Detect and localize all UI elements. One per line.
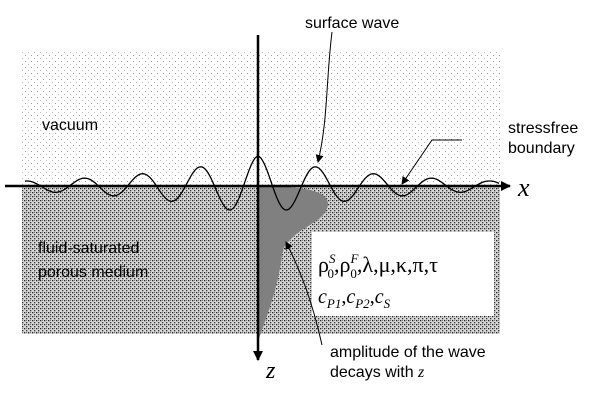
symbol: c [318,286,327,308]
z-axis-label: z [265,358,276,384]
symbol: ρ [339,252,350,277]
velocity-line: cP1,cP2,cS [318,286,391,311]
symbol: λ [362,252,373,277]
separator: , [424,252,430,277]
symbol: τ [429,252,438,277]
amplitude-pointer [285,241,323,346]
amplitude-label: decays with [330,364,414,381]
subscript: P2 [354,296,370,311]
separator: , [407,252,413,277]
medium-label: fluid-saturated [38,240,139,257]
subscript: P1 [326,296,341,311]
boundary-label: stressfree [508,120,578,137]
x-axis-label: x [517,173,530,202]
vacuum-label: vacuum [42,117,98,134]
subscript: 0 [350,266,357,281]
boundary-pointer [401,139,462,185]
amplitude-variable: z [417,364,425,381]
separator: , [370,286,375,308]
parameter-box [312,232,494,316]
symbol: c [346,286,355,308]
amplitude-profile [258,186,329,342]
surface-wave-pointer [315,31,333,163]
symbol: c [375,286,384,308]
symbol: π [412,252,423,277]
medium-label: porous medium [38,264,148,281]
amplitude-label: decays with z [330,364,425,381]
boundary-label: boundary [508,140,575,157]
separator: , [373,252,379,277]
separator: , [334,252,340,277]
separator: , [357,252,363,277]
symbol: μ [379,252,391,277]
amplitude-label: amplitude of the wave [330,344,486,361]
superscript: S [329,251,336,266]
separator: , [390,252,396,277]
symbol: ρ [318,252,329,277]
surface-wave [25,155,500,211]
parameter-line: ρS 0,ρF 0,λ,μ,κ,π,τ [318,251,438,281]
surface-wave-label: surface wave [305,15,399,32]
superscript: F [349,251,359,266]
subscript: 0 [327,266,334,281]
symbol: κ [396,252,407,277]
subscript: S [384,296,391,311]
separator: , [341,286,346,308]
vacuum-region [22,50,500,186]
